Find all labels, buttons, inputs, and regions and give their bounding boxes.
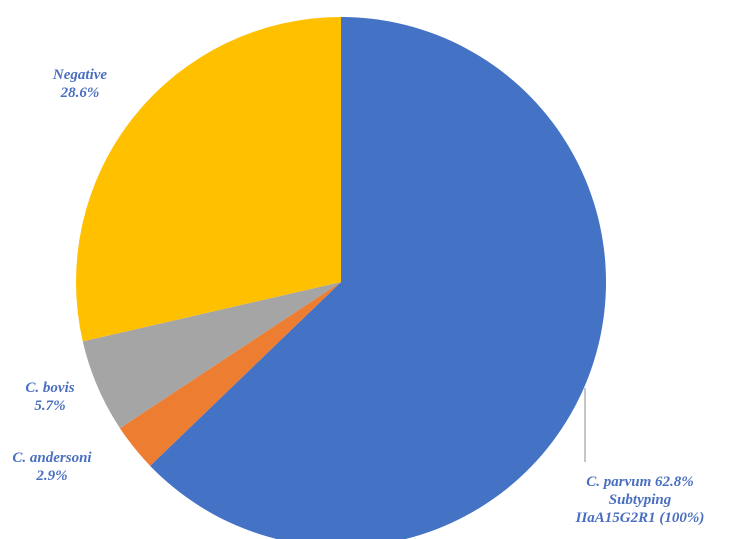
slice-label-line: IIaA15G2R1 (100%) xyxy=(575,510,705,526)
slice-label-line: Subtyping xyxy=(609,492,672,508)
slice-label-line: C. bovis xyxy=(25,380,74,396)
slice-label-line: 2.9% xyxy=(35,468,67,484)
slice-label-line: C. parvum 62.8% xyxy=(586,474,694,490)
slice-label-line: C. andersoni xyxy=(12,450,92,466)
slice-label-line: 5.7% xyxy=(34,398,65,414)
pie-slice-c-bovis xyxy=(82,282,341,429)
slice-label-line: 28.6% xyxy=(60,85,100,101)
slice-label-negative: Negative 28.6% xyxy=(52,67,107,101)
slice-label-line: Negative xyxy=(52,67,107,83)
pie-slice-c-parvum xyxy=(150,17,606,539)
slice-label-c-bovis: C. bovis 5.7% xyxy=(25,380,74,414)
pie-slice-negative xyxy=(76,17,341,342)
slice-label-c-andersoni: C. andersoni 2.9% xyxy=(12,450,92,484)
slice-label-c-parvum: C. parvum 62.8% Subtyping IIaA15G2R1 (100%… xyxy=(575,474,705,526)
pie-slice-c-andersoni xyxy=(119,282,341,466)
slices-layer xyxy=(76,17,606,539)
labels-layer: C. parvum 62.8% Subtyping IIaA15G2R1 (100%… xyxy=(12,67,704,526)
